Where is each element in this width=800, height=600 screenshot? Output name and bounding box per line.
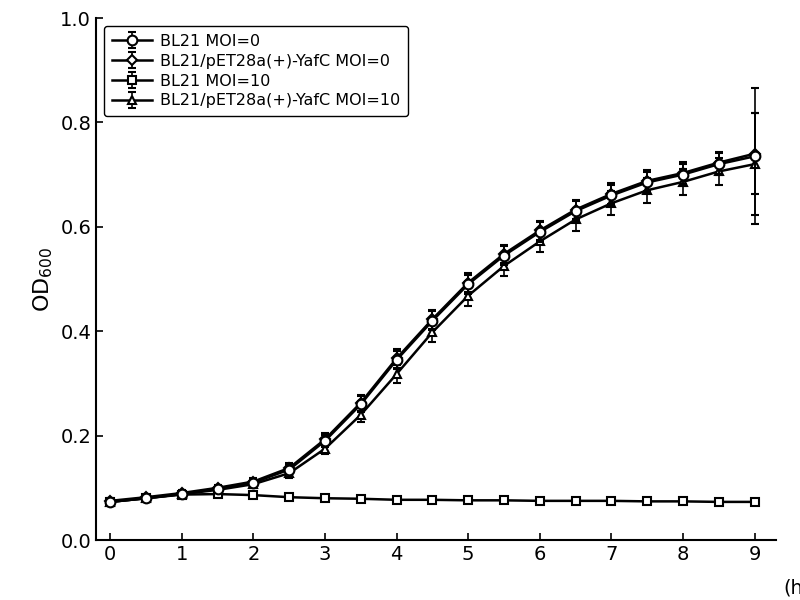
Text: (h): (h) [783, 579, 800, 598]
Legend: BL21 MOI=0, BL21/pET28a(+)-YafC MOI=0, BL21 MOI=10, BL21/pET28a(+)-YafC MOI=10: BL21 MOI=0, BL21/pET28a(+)-YafC MOI=0, B… [104, 26, 408, 116]
Y-axis label: OD$_{600}$: OD$_{600}$ [31, 246, 54, 312]
